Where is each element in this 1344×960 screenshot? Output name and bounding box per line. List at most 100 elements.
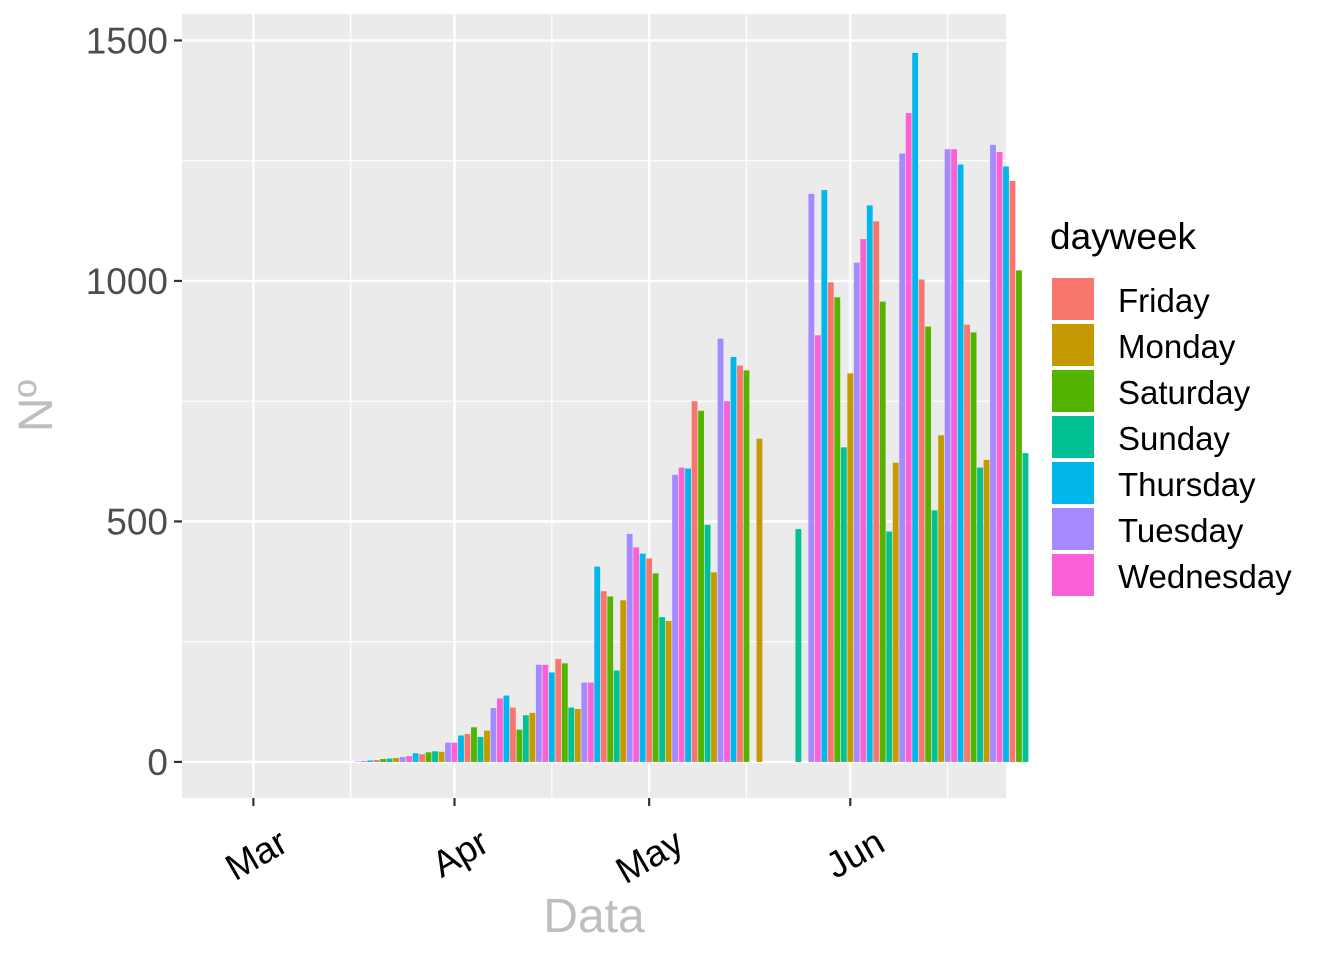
bar-2020-05-11-monday [711,572,717,762]
bar-2020-06-07-sunday [886,531,893,762]
bar-2020-06-25-thursday [1003,166,1009,762]
legend-label-monday: Monday [1118,328,1236,365]
bar-2020-05-30-saturday [834,297,841,762]
legend-label-tuesday: Tuesday [1118,512,1244,549]
bar-2020-05-04-monday [665,621,672,762]
bar-2020-05-24-sunday [795,529,802,762]
bar-2020-03-26-thursday [412,753,419,762]
bar-2020-05-18-monday [756,438,763,762]
bar-2020-06-06-saturday [879,301,886,762]
bar-2020-06-23-tuesday [990,144,996,762]
bar-2020-06-21-sunday [977,467,983,762]
legend-label-sunday: Sunday [1118,420,1230,457]
bar-2020-04-14-tuesday [535,664,542,762]
bar-2020-04-30-thursday [639,553,646,762]
bar-2020-05-01-friday [646,558,653,762]
bar-2020-03-20-friday [373,760,380,762]
bar-2020-04-27-monday [620,600,627,762]
bar-2020-04-20-monday [574,709,581,762]
bar-2020-05-15-friday [737,365,743,762]
bar-2020-04-22-wednesday [587,682,594,762]
y-tick-label: 1500 [86,20,168,61]
bar-2020-05-12-tuesday [717,338,724,762]
bar-2020-04-07-tuesday [490,708,497,762]
y-axis: 0 500 1000 1500 [86,20,182,783]
bar-2020-04-13-monday [529,712,536,762]
x-axis-title: Data [543,890,645,943]
y-tick-label: 500 [106,501,168,542]
x-tick-label: Jun [819,821,891,886]
bar-2020-05-07-thursday [685,468,691,762]
bar-2020-03-23-monday [393,758,400,762]
bar-2020-05-31-sunday [840,447,847,762]
bar-2020-06-22-monday [983,459,990,762]
bar-2020-03-21-saturday [380,759,387,762]
bar-2020-04-26-sunday [613,670,620,762]
y-axis-title: Nº [10,380,63,432]
bar-2020-04-03-friday [464,734,471,762]
x-tick-label: Mar [218,821,294,888]
bar-2020-06-26-friday [1009,180,1016,762]
bar-2020-04-02-thursday [458,735,464,762]
bar-2020-04-21-tuesday [581,682,588,762]
bar-2020-04-18-saturday [561,663,568,762]
bar-2020-04-24-friday [600,591,607,762]
bar-2020-04-11-saturday [516,729,523,762]
legend-key-thursday [1050,460,1096,506]
bar-2020-04-06-monday [484,730,490,762]
x-tick-label: Apr [425,821,495,885]
legend: dayweek Friday Monday Saturday Sunday Thursd… [1050,216,1292,598]
bar-2020-04-16-thursday [548,672,555,762]
legend-key-wednesday [1050,552,1096,598]
bar-2020-05-29-friday [827,282,834,762]
bar-2020-06-13-saturday [925,326,932,762]
bar-2020-03-24-tuesday [399,757,406,762]
bar-2020-06-12-friday [918,279,925,762]
legend-label-wednesday: Wednesday [1118,558,1292,595]
bar-2020-04-08-wednesday [497,698,503,762]
bar-2020-03-28-saturday [425,752,432,762]
bar-2020-06-05-friday [873,221,880,762]
bar-2020-06-20-saturday [970,332,977,762]
bar-2020-05-16-saturday [743,370,750,762]
bar-2020-05-27-wednesday [814,335,821,762]
bar-2020-05-09-saturday [698,410,704,762]
bar-2020-06-27-saturday [1016,270,1022,762]
bar-2020-04-29-wednesday [633,547,640,762]
bar-2020-06-04-thursday [866,205,873,762]
bar-2020-03-17-tuesday [354,761,361,762]
bar-2020-05-06-wednesday [678,467,685,762]
bar-2020-06-19-friday [964,324,970,762]
bar-2020-04-17-friday [555,659,562,762]
bar-2020-04-25-saturday [607,596,614,762]
legend-key-sunday [1050,414,1096,460]
bar-2020-03-27-friday [419,754,425,762]
bar-2020-05-02-saturday [652,573,659,762]
legend-key-friday [1050,276,1096,322]
bar-2020-06-28-sunday [1022,453,1029,762]
bar-2020-04-15-wednesday [542,664,549,762]
bar-2020-06-01-monday [847,373,854,762]
bar-2020-04-12-sunday [522,715,529,762]
bar-2020-06-02-tuesday [853,262,860,762]
bar-2020-04-04-saturday [471,727,477,762]
bar-2020-03-19-thursday [367,760,374,762]
bar-2020-03-18-wednesday [360,760,367,762]
bar-2020-06-16-tuesday [944,149,951,762]
bar-2020-06-24-wednesday [996,152,1003,762]
bar-2020-06-14-sunday [931,510,938,762]
bar-2020-05-13-wednesday [724,401,730,762]
bar-2020-05-08-friday [691,401,698,762]
bar-2020-05-10-sunday [704,524,711,762]
bars [354,52,1029,762]
bar-2020-06-03-wednesday [860,239,867,762]
legend-key-monday [1050,322,1096,368]
bar-2020-04-01-wednesday [451,742,458,762]
bar-2020-03-31-tuesday [445,742,451,762]
bar-2020-06-17-wednesday [951,149,958,762]
bar-2020-03-25-wednesday [406,756,413,762]
bar-2020-04-09-thursday [503,695,510,762]
bar-2020-06-09-tuesday [899,153,906,762]
bar-2020-06-08-monday [892,462,899,762]
